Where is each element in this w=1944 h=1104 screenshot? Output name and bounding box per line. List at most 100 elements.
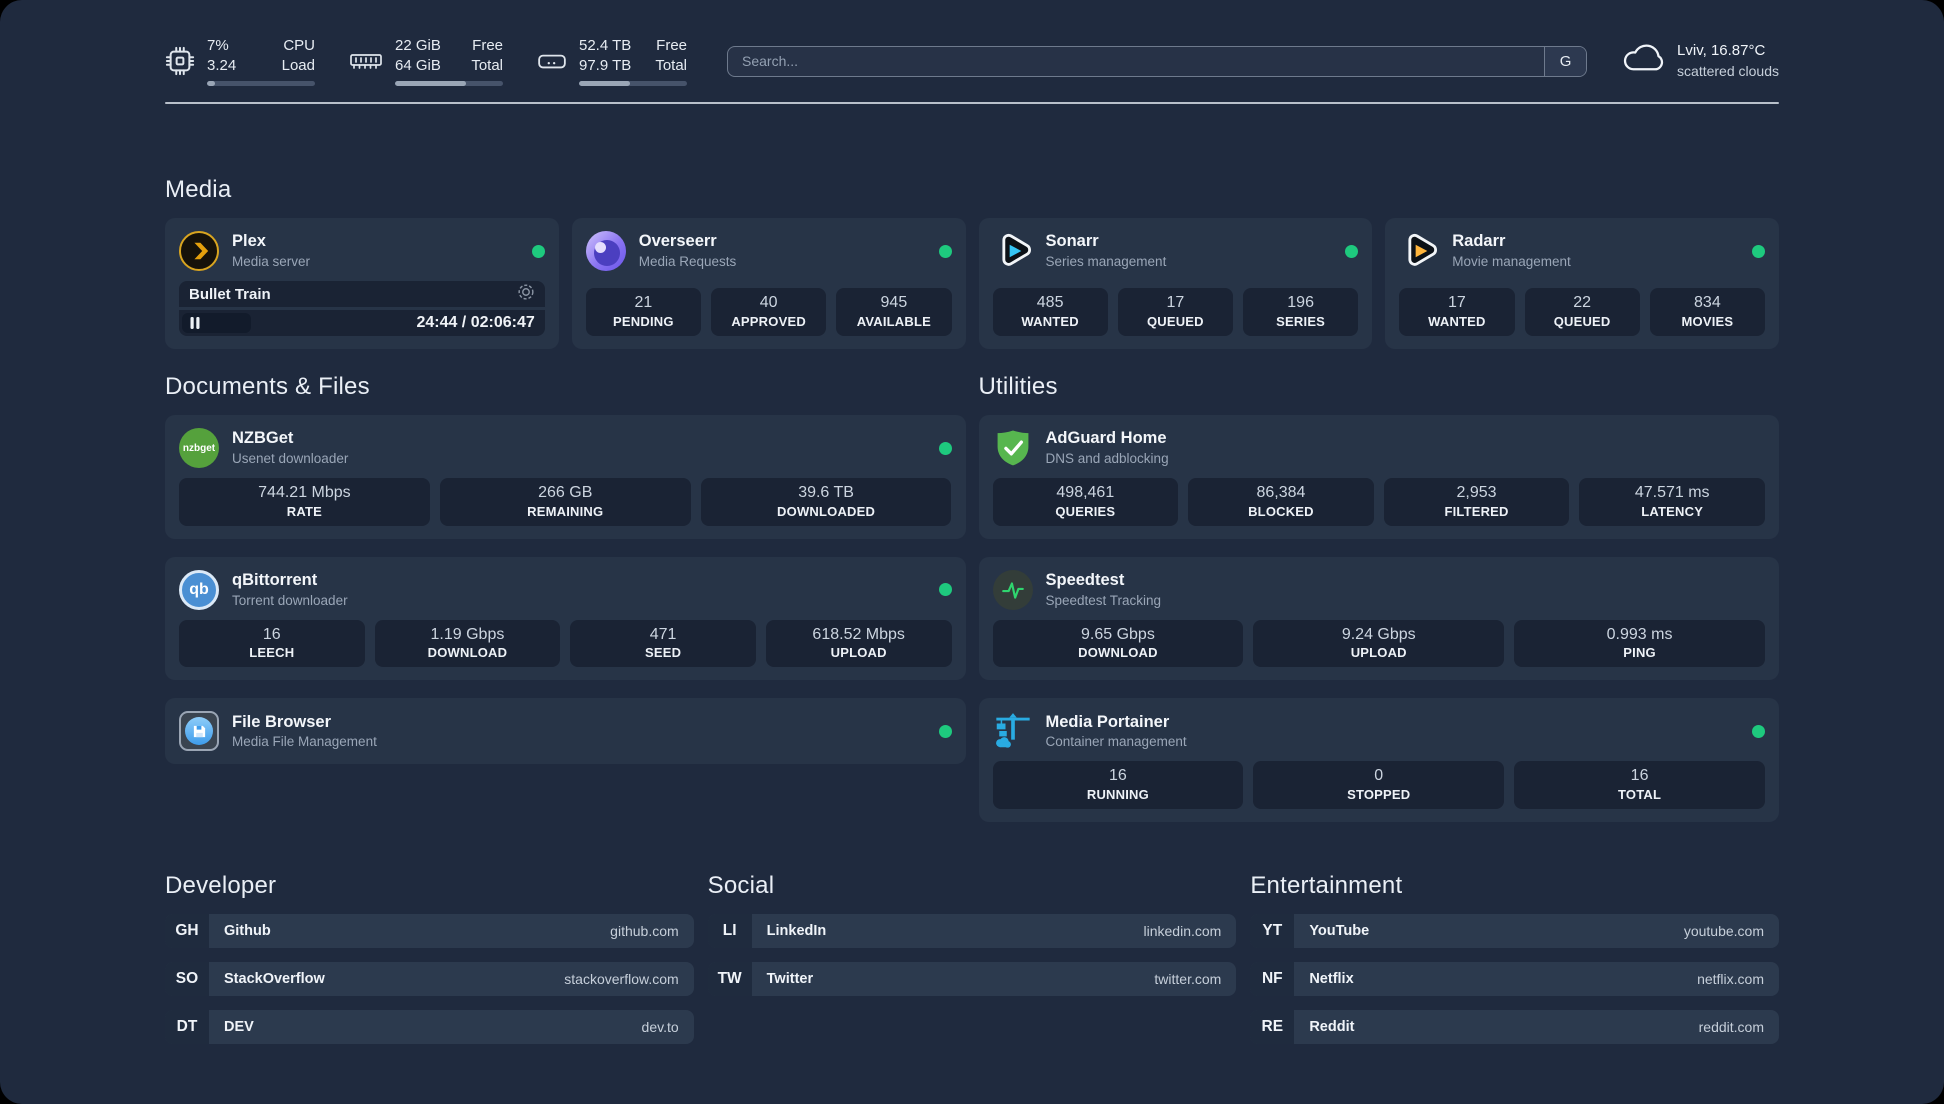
- bookmark-name: Github: [224, 923, 271, 940]
- stat-blocked: 86,384 BLOCKED: [1188, 478, 1374, 526]
- stat-approved: 40 APPROVED: [711, 288, 827, 336]
- memory-free-value: 22 GiB: [395, 37, 441, 54]
- bookmark-name: StackOverflow: [224, 971, 325, 988]
- bookmark-name: Reddit: [1309, 1019, 1355, 1036]
- top-bar: 7% 3.24 CPU Load: [165, 36, 1779, 86]
- bookmark-reddit[interactable]: RE Reddit reddit.com: [1250, 1010, 1779, 1045]
- search-input[interactable]: [728, 46, 1545, 76]
- app-subtitle: Media File Management: [232, 734, 377, 750]
- bookmark-abbr: SO: [165, 962, 209, 997]
- app-card-nzbget[interactable]: nzbget NZBGet Usenet downloader 744.21 M…: [165, 415, 966, 539]
- app-name: Plex: [232, 232, 266, 251]
- memory-icon: [349, 46, 383, 76]
- search-bar: G: [727, 45, 1588, 77]
- search-provider-button[interactable]: G: [1544, 46, 1587, 76]
- bookmark-github[interactable]: GH Github github.com: [165, 914, 694, 949]
- cpu-metric: 7% 3.24 CPU Load: [165, 36, 315, 86]
- app-card-portainer[interactable]: Media Portainer Container management 16 …: [978, 698, 1779, 823]
- disk-total-value: 97.9 TB: [579, 56, 632, 74]
- bookmark-abbr: LI: [707, 914, 752, 949]
- status-online-dot: [1345, 244, 1359, 258]
- app-subtitle: Speedtest Tracking: [1045, 592, 1162, 608]
- weather-location: Lviv, 16.87°C: [1677, 42, 1766, 60]
- app-card-radarr[interactable]: Radarr Movie management 17 WANTED 22 QUE…: [1385, 218, 1779, 349]
- adguard-icon: [993, 428, 1033, 468]
- playback-progress-bar: 24:44 / 02:06:47: [179, 310, 545, 336]
- bookmark-url: netflix.com: [1697, 971, 1764, 988]
- app-card-adguard[interactable]: AdGuard Home DNS and adblocking 498,461 …: [978, 415, 1779, 539]
- bookmark-name: LinkedIn: [766, 923, 827, 940]
- stat-download: 1.19 Gbps DOWNLOAD: [374, 619, 561, 668]
- app-subtitle: Movie management: [1452, 253, 1571, 269]
- session-details-icon[interactable]: [517, 283, 535, 305]
- stat-running: 16 RUNNING: [992, 761, 1244, 810]
- bookmark-url: github.com: [610, 923, 679, 940]
- bookmark-url: twitter.com: [1154, 971, 1222, 988]
- disk-free-label: Free: [656, 37, 687, 54]
- bookmark-linkedin[interactable]: LI LinkedIn linkedin.com: [707, 914, 1237, 949]
- disk-metric: 52.4 TB 97.9 TB Free Total: [537, 36, 687, 86]
- stat-wanted: 485 WANTED: [992, 288, 1108, 336]
- cpu-load-label: Load: [281, 56, 315, 74]
- status-online-dot: [1752, 724, 1765, 738]
- bookmark-twitter[interactable]: TW Twitter twitter.com: [707, 962, 1237, 997]
- bookmark-url: reddit.com: [1698, 1019, 1764, 1036]
- radarr-icon: [1399, 231, 1439, 271]
- app-subtitle: Torrent downloader: [232, 592, 348, 608]
- memory-total-label: Total: [471, 56, 503, 74]
- disk-total-label: Total: [655, 56, 687, 74]
- status-online-dot: [531, 244, 545, 258]
- bookmark-url: dev.to: [641, 1019, 679, 1036]
- app-name: Sonarr: [1045, 232, 1099, 251]
- plex-icon: [179, 231, 219, 271]
- section-media: Media Plex Media server Bullet Train: [165, 176, 1779, 349]
- app-card-overseerr[interactable]: Overseerr Media Requests 21 PENDING 40 A…: [571, 218, 966, 349]
- bookmark-stackoverflow[interactable]: SO StackOverflow stackoverflow.com: [165, 962, 694, 997]
- bookmark-netflix[interactable]: NF Netflix netflix.com: [1250, 962, 1779, 997]
- qbittorrent-icon: qb: [179, 569, 219, 610]
- disk-progress-bar: [579, 81, 687, 86]
- bookmark-abbr: GH: [165, 914, 209, 949]
- memory-total-value: 64 GiB: [395, 56, 441, 74]
- overseerr-icon: [585, 231, 626, 271]
- app-card-plex[interactable]: Plex Media server Bullet Train: [165, 218, 559, 349]
- app-name: Radarr: [1452, 232, 1506, 251]
- section-entertainment: Entertainment YT YouTube youtube.com NF …: [1250, 872, 1779, 1045]
- stat-wanted: 17 WANTED: [1399, 288, 1515, 336]
- app-card-sonarr[interactable]: Sonarr Series management 485 WANTED 17 Q…: [978, 218, 1373, 349]
- section-title-media: Media: [165, 176, 232, 203]
- section-title-developer: Developer: [165, 872, 277, 900]
- stat-total: 16 TOTAL: [1514, 761, 1765, 810]
- app-subtitle: DNS and adblocking: [1045, 450, 1169, 466]
- stat-latency: 47.571 ms LATENCY: [1579, 478, 1765, 526]
- bookmark-url: linkedin.com: [1143, 923, 1222, 940]
- cpu-load-value: 3.24: [207, 56, 237, 74]
- section-title-entertainment: Entertainment: [1250, 872, 1403, 900]
- disk-icon: [537, 47, 567, 75]
- stat-movies: 834 MOVIES: [1649, 288, 1765, 336]
- bookmark-dev[interactable]: DT DEV dev.to: [165, 1010, 694, 1045]
- bookmark-url: youtube.com: [1683, 923, 1764, 940]
- now-playing-title: Bullet Train: [189, 285, 271, 303]
- stat-downloaded: 39.6 TB DOWNLOADED: [700, 478, 952, 526]
- bookmark-abbr: RE: [1250, 1010, 1295, 1045]
- stat-upload: 618.52 Mbps UPLOAD: [765, 619, 952, 668]
- bookmark-url: stackoverflow.com: [564, 971, 679, 988]
- status-online-dot: [938, 724, 952, 738]
- app-subtitle: Usenet downloader: [232, 450, 349, 466]
- bookmark-youtube[interactable]: YT YouTube youtube.com: [1250, 914, 1779, 949]
- app-card-filebrowser[interactable]: File Browser Media File Management: [165, 698, 966, 765]
- stat-pending: 21 PENDING: [585, 288, 701, 336]
- stat-filtered: 2,953 FILTERED: [1383, 478, 1570, 526]
- cpu-progress-bar: [207, 81, 315, 86]
- bookmark-abbr: TW: [707, 962, 752, 997]
- memory-free-label: Free: [472, 37, 503, 54]
- app-card-speedtest[interactable]: Speedtest Speedtest Tracking 9.65 Gbps D…: [978, 556, 1779, 681]
- stat-upload: 9.24 Gbps UPLOAD: [1253, 619, 1505, 668]
- section-social: Social LI LinkedIn linkedin.com TW Twitt…: [707, 872, 1237, 1044]
- stat-queued: 17 QUEUED: [1117, 288, 1233, 336]
- pause-icon: [190, 317, 200, 329]
- memory-metric: 22 GiB 64 GiB Free Total: [349, 36, 503, 86]
- nzbget-icon: nzbget: [179, 428, 219, 468]
- app-card-qbittorrent[interactable]: qb qBittorrent Torrent downloader 16 LEE…: [165, 556, 966, 681]
